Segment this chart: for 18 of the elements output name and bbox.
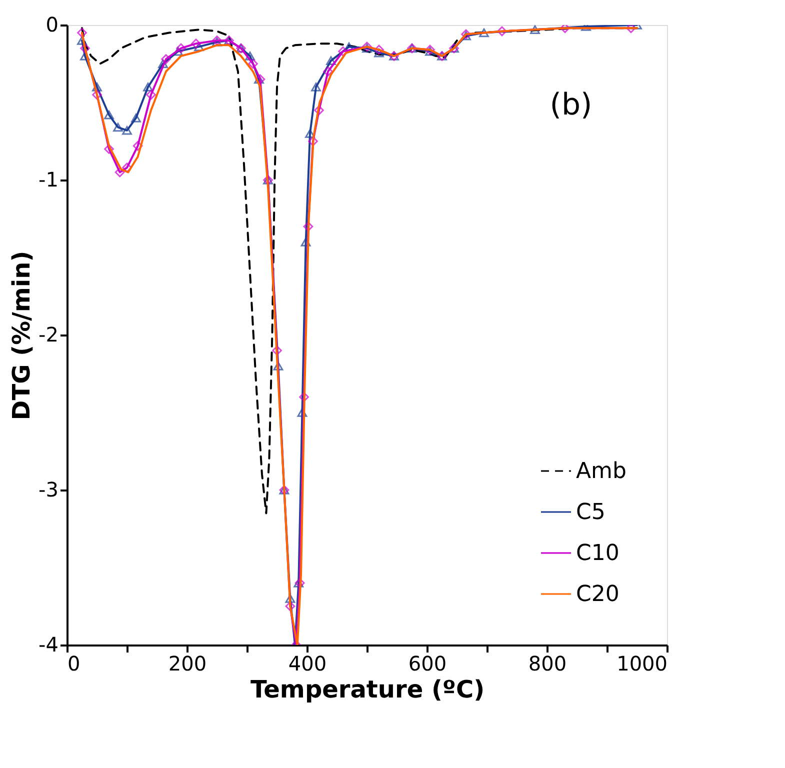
legend-label: C20 bbox=[576, 582, 620, 607]
legend-label: C5 bbox=[576, 500, 606, 525]
y-axis-title: DTG (%/min) bbox=[8, 250, 36, 420]
x-tick-label: 800 bbox=[528, 652, 567, 676]
y-tick-label: -2 bbox=[38, 322, 58, 346]
legend-label: Amb bbox=[576, 459, 626, 484]
x-tick-label: 1000 bbox=[616, 652, 668, 676]
y-tick-label: 0 bbox=[46, 12, 58, 36]
x-tick-label: 600 bbox=[408, 652, 447, 676]
y-tick-label: -3 bbox=[38, 478, 58, 502]
y-tick-label: -4 bbox=[38, 632, 58, 656]
x-axis-title: Temperature (ºC) bbox=[250, 676, 485, 704]
y-tick-label: -1 bbox=[38, 168, 58, 192]
annotation: (b) bbox=[550, 88, 592, 123]
x-tick-label: 200 bbox=[168, 652, 207, 676]
x-tick-label: 400 bbox=[288, 652, 327, 676]
legend-label: C10 bbox=[576, 541, 620, 566]
x-tick-label: 0 bbox=[68, 652, 80, 676]
